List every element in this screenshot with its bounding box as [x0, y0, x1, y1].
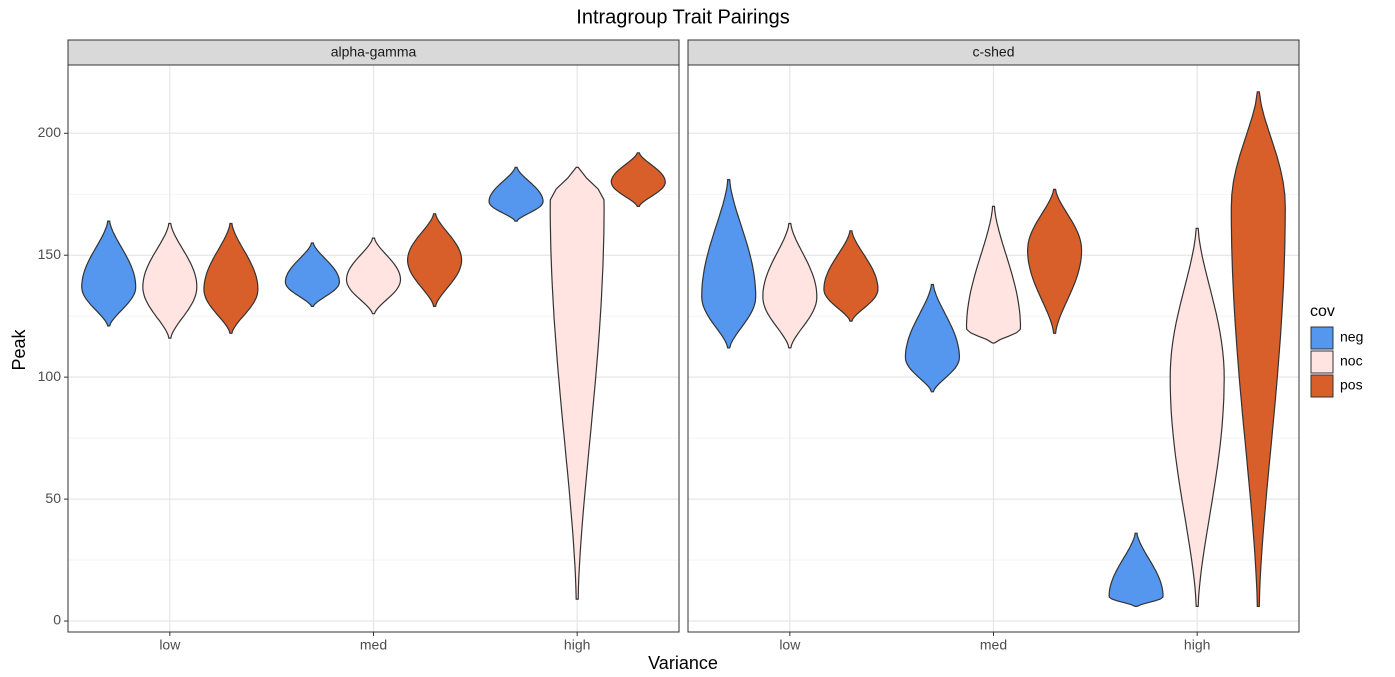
legend-title: cov — [1310, 303, 1335, 320]
violin — [81, 220, 137, 327]
legend-key — [1310, 326, 1334, 350]
violin — [549, 166, 605, 600]
violin — [1026, 188, 1083, 334]
legend-label: pos — [1340, 377, 1363, 393]
violin — [1108, 532, 1164, 607]
violin — [488, 166, 544, 222]
violin — [965, 205, 1022, 344]
panel-border — [687, 64, 1300, 633]
y-tick-label: 0 — [53, 612, 61, 628]
y-axis-label: Peak — [9, 328, 29, 370]
x-tick-label: med — [980, 637, 1007, 653]
y-tick-label: 50 — [45, 490, 61, 506]
legend-label: noc — [1340, 353, 1363, 369]
x-tick-label: low — [159, 637, 181, 653]
violin — [1169, 227, 1225, 607]
violin — [284, 242, 340, 307]
violin — [345, 237, 402, 315]
strip — [67, 39, 680, 66]
legend-key — [1310, 374, 1334, 398]
violin — [203, 222, 259, 334]
x-tick-label: low — [779, 637, 801, 653]
strip-label: c-shed — [972, 44, 1014, 60]
strip — [687, 39, 1300, 66]
x-tick-label: med — [360, 637, 387, 653]
legend-key — [1310, 350, 1334, 374]
violin — [701, 179, 757, 349]
violin — [1230, 91, 1286, 607]
violin — [406, 213, 463, 307]
chart-title: Intragroup Trait Pairings — [576, 6, 789, 28]
violin — [762, 222, 818, 349]
y-tick-label: 150 — [38, 246, 62, 262]
violin — [823, 230, 879, 322]
y-tick-label: 200 — [38, 124, 62, 140]
violin — [142, 222, 198, 339]
x-tick-label: high — [1184, 637, 1210, 653]
legend-label: neg — [1340, 329, 1363, 345]
violin — [610, 152, 666, 207]
panel-border — [67, 64, 680, 633]
x-tick-label: high — [564, 637, 590, 653]
x-axis-label: Variance — [648, 653, 718, 673]
strip-label: alpha-gamma — [331, 44, 417, 60]
violin — [904, 283, 961, 393]
y-tick-label: 100 — [38, 368, 62, 384]
